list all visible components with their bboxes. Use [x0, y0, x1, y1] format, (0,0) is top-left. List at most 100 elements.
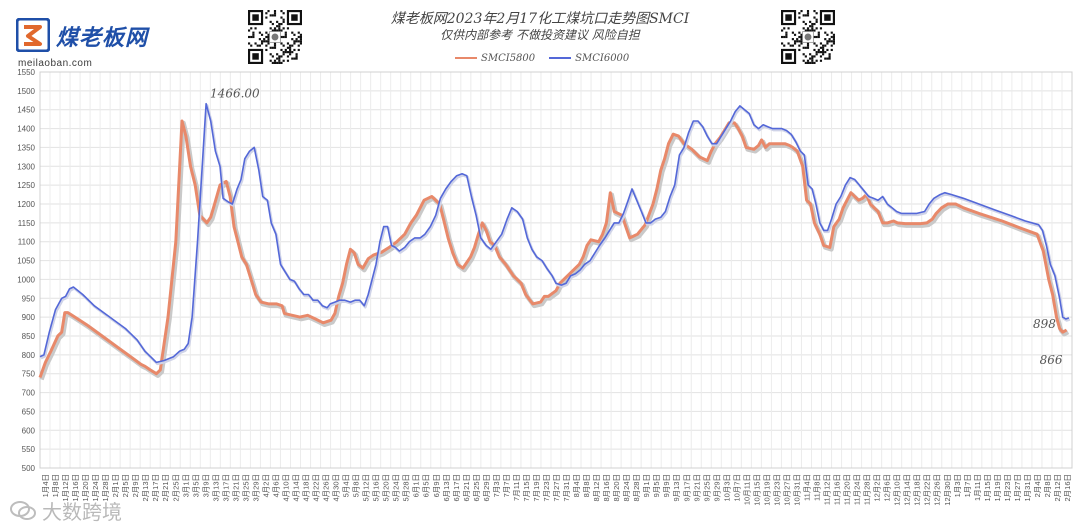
chat-bubble-icon: [10, 500, 36, 520]
x-tick-label: 1月16日: [71, 474, 80, 502]
y-tick-label: 1100: [18, 238, 36, 247]
x-tick-label: 3月5日: [191, 474, 200, 497]
x-tick-label: 7月31日: [562, 474, 571, 502]
x-tick-label: 2月8日: [1043, 474, 1052, 497]
x-tick-label: 1月3日: [953, 474, 962, 497]
x-tick-label: 7月23日: [542, 474, 551, 502]
x-tick-label: 5月24日: [392, 474, 401, 502]
x-tick-label: 1月31日: [1023, 474, 1032, 502]
y-tick-label: 1350: [17, 143, 35, 152]
watermark: 大数跨境: [10, 496, 122, 525]
x-tick-label: 5月16日: [372, 474, 381, 502]
x-tick-label: 1月27日: [1013, 474, 1022, 502]
x-tick-label: 3月29日: [251, 474, 260, 502]
legend-item-smci6000: SMCI6000: [549, 53, 629, 64]
y-tick-label: 1000: [17, 275, 35, 284]
legend-item-smci5800: SMCI5800: [455, 53, 535, 64]
y-tick-label: 850: [22, 332, 36, 341]
x-tick-label: 12月30日: [943, 474, 952, 506]
x-tick-label: 2月25日: [171, 474, 180, 502]
brand-name: 煤老板网: [56, 26, 149, 51]
x-tick-label: 1月11日: [973, 474, 982, 501]
x-tick-label: 6月13日: [442, 474, 451, 502]
x-tick-label: 10月7日: [732, 474, 741, 502]
x-tick-label: 8月12日: [592, 474, 601, 502]
annotation-label: 1466.00: [210, 87, 260, 101]
x-tick-label: 9月17日: [682, 474, 691, 502]
x-tick-label: 9月1日: [642, 474, 651, 497]
chart-subtitle: 仅供内部参考 不做投资建议 风险自担: [440, 28, 640, 42]
x-tick-label: 9月29日: [712, 474, 721, 502]
y-tick-label: 1550: [17, 68, 35, 77]
y-tick-label: 600: [22, 426, 36, 435]
x-tick-label: 6月5日: [422, 474, 431, 497]
x-tick-label: 7月15日: [522, 474, 531, 502]
x-tick-label: 3月9日: [201, 474, 210, 497]
y-tick-label: 1300: [17, 162, 35, 171]
legend-label-smci6000: SMCI6000: [575, 52, 630, 64]
x-tick-label: 12月26日: [933, 474, 942, 506]
x-tick-label: 2月12日: [1053, 474, 1062, 502]
x-tick-label: 9月9日: [662, 474, 671, 497]
x-tick-label: 2月4日: [1033, 474, 1042, 497]
y-tick-label: 550: [22, 445, 36, 454]
x-tick-label: 5月4日: [342, 474, 351, 497]
annotation-label: 866: [1040, 353, 1063, 367]
x-tick-label: 1月15日: [983, 474, 992, 502]
x-tick-label: 1月8日: [51, 474, 60, 497]
y-tick-label: 800: [22, 351, 36, 360]
x-tick-label: 2月13日: [141, 474, 150, 502]
x-tick-label: 12月2日: [873, 474, 882, 502]
x-tick-label: 2月16日: [1063, 474, 1072, 502]
x-tick-label: 10月15日: [752, 474, 761, 506]
qr-code-icon: [781, 10, 835, 64]
x-tick-label: 1月12日: [61, 474, 70, 502]
x-tick-label: 11月12日: [823, 474, 832, 505]
x-tick-label: 4月22日: [312, 474, 321, 502]
x-tick-label: 4月30日: [332, 474, 341, 502]
x-tick-label: 11月16日: [833, 474, 842, 505]
x-tick-label: 2月1日: [111, 474, 120, 497]
y-tick-label: 950: [22, 294, 36, 303]
x-tick-label: 10月27日: [782, 474, 791, 506]
brand-logo-icon: [16, 18, 50, 52]
x-tick-label: 7月27日: [552, 474, 561, 502]
y-tick-label: 500: [22, 464, 36, 473]
legend-swatch-smci5800: [455, 57, 477, 59]
x-tick-label: 3月17日: [221, 474, 230, 502]
x-tick-label: 3月25日: [241, 474, 250, 502]
x-tick-label: 7月3日: [492, 474, 501, 497]
chart-title: 煤老板网2023年2月17化工煤坑口走势图SMCI: [390, 11, 690, 27]
x-tick-label: 12月10日: [893, 474, 902, 506]
x-tick-label: 11月4日: [802, 474, 811, 501]
qr-code-icon: [248, 10, 302, 64]
x-tick-label: 12月22日: [923, 474, 932, 506]
x-tick-label: 4月10日: [281, 474, 290, 502]
x-tick-label: 8月8日: [582, 474, 591, 497]
x-tick-label: 2月17日: [151, 474, 160, 502]
x-tick-label: 2月9日: [131, 474, 140, 497]
y-tick-label: 1400: [17, 125, 35, 134]
annotation-label: 898: [1033, 317, 1056, 331]
series-smci5800-shadow: [39, 120, 1070, 381]
y-tick-label: 700: [22, 389, 36, 398]
x-tick-label: 5月12日: [362, 474, 371, 502]
x-tick-label: 1月23日: [1003, 474, 1012, 502]
x-tick-label: 4月2日: [261, 474, 270, 497]
watermark-text: 大数跨境: [42, 500, 122, 524]
x-tick-label: 4月14日: [291, 474, 300, 502]
x-tick-label: 6月25日: [472, 474, 481, 502]
x-tick-label: 7月11日: [512, 474, 521, 501]
x-tick-label: 3月21日: [231, 474, 240, 502]
x-tick-label: 8月28日: [632, 474, 641, 502]
x-tick-label: 2月5日: [121, 474, 130, 497]
x-tick-label: 10月11日: [742, 474, 751, 505]
legend-swatch-smci6000: [549, 57, 572, 59]
x-tick-label: 9月21日: [692, 474, 701, 502]
y-tick-label: 900: [22, 313, 36, 322]
x-tick-label: 10月19日: [762, 474, 771, 506]
x-tick-label: 10月3日: [722, 474, 731, 502]
x-tick-label: 4月6日: [271, 474, 280, 497]
y-tick-label: 1050: [17, 257, 35, 266]
x-tick-label: 8月20日: [612, 474, 621, 502]
